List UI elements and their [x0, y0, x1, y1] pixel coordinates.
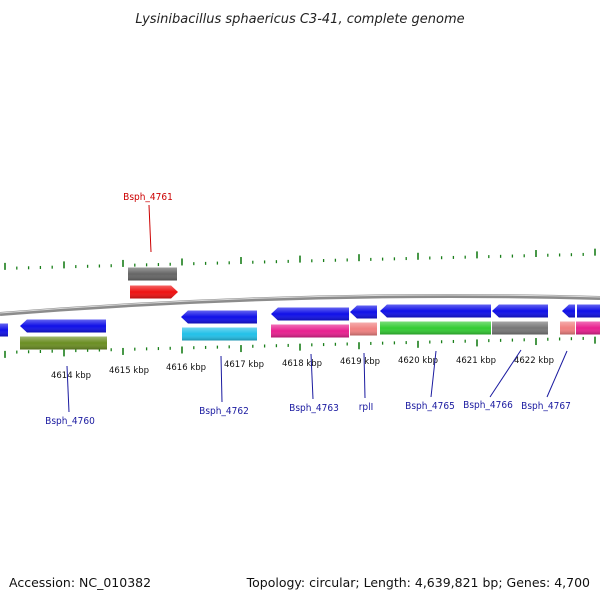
gene-label[interactable]: Bsph_4766: [463, 400, 513, 411]
gene-label-leader: [546, 350, 568, 398]
accession-text: Accession: NC_010382: [9, 575, 152, 590]
kbp-label: 4619 kbp: [340, 357, 380, 367]
tick-ruler-forward: [4, 248, 596, 270]
gene-bsph-4767: [560, 321, 575, 335]
gene-edge-right: [576, 321, 600, 335]
cds-bsph-4765: [380, 304, 491, 318]
gene-label-leader: [66, 365, 70, 413]
gene-features: [0, 267, 600, 350]
gene-label-leader: [148, 204, 152, 253]
cds-rpli: [350, 305, 377, 319]
cds-edge-left: [0, 323, 8, 337]
genome-summary-text: Topology: circular; Length: 4,639,821 bp…: [246, 575, 590, 590]
gene-bsph-4766: [492, 321, 548, 335]
kbp-label: 4615 kbp: [109, 366, 149, 376]
cds-bsph-4762: [181, 310, 257, 324]
kbp-label: 4616 kbp: [166, 363, 206, 373]
kbp-label: 4617 kbp: [224, 360, 264, 370]
kbp-label: 4621 kbp: [456, 356, 496, 366]
cds-edge-right: [577, 304, 600, 318]
genome-title: Lysinibacillus sphaericus C3-41, complet…: [135, 12, 464, 27]
gene-label[interactable]: Bsph_4761: [123, 192, 173, 203]
gene-label[interactable]: Bsph_4763: [289, 403, 339, 414]
gene-label[interactable]: Bsph_4767: [521, 401, 571, 412]
gene-label-leader: [489, 349, 522, 398]
tick-ruler-reverse: [4, 336, 596, 358]
gene-bsph-4760: [20, 336, 107, 350]
cds-bsph-4766: [492, 304, 548, 318]
genome-backbone: [0, 294, 600, 316]
gene-label[interactable]: Bsph_4762: [199, 406, 249, 417]
gene-label-leader: [220, 355, 223, 403]
kbp-label: 4622 kbp: [514, 356, 554, 366]
gene-labels: Bsph_4760 Bsph_4761 Bsph_4762 Bsph_4763 rplI…: [45, 192, 571, 427]
gene-label-leader: [310, 353, 314, 400]
gene-bsph-4765: [380, 321, 491, 335]
kbp-label: 4614 kbp: [51, 371, 91, 381]
kbp-label: 4620 kbp: [398, 356, 438, 366]
cds-bsph-4767: [562, 304, 575, 318]
feature-bsph-4761: [130, 285, 178, 299]
gene-label-leader: [430, 350, 437, 398]
kbp-scale-labels: 4614 kbp 4615 kbp 4616 kbp 4617 kbp 4618 kbp…: [51, 356, 554, 381]
feature-forward-gray: [128, 267, 177, 281]
cds-bsph-4763: [271, 307, 349, 321]
gene-bsph-4762: [182, 327, 257, 341]
gene-label[interactable]: Bsph_4765: [405, 401, 455, 412]
cds-bsph-4760: [20, 319, 106, 333]
kbp-label: 4618 kbp: [282, 359, 322, 369]
gene-rpli: [350, 322, 377, 336]
gene-label-leader: [363, 352, 366, 399]
gene-label[interactable]: rplI: [359, 402, 374, 413]
gene-label[interactable]: Bsph_4760: [45, 416, 95, 427]
gene-bsph-4763: [271, 324, 349, 338]
